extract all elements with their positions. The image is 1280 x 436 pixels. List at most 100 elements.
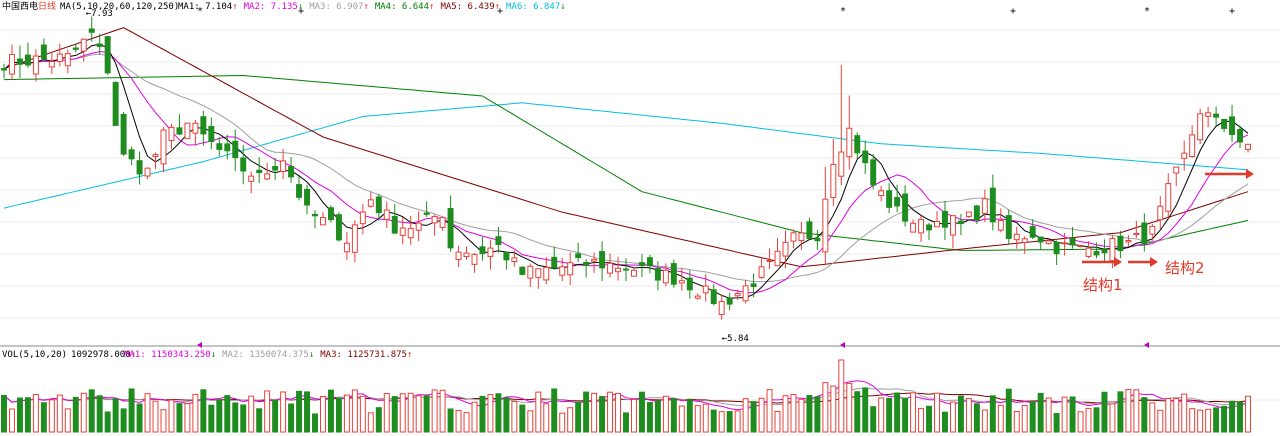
candle [367,191,374,208]
candle [24,42,31,68]
candle [949,215,956,249]
volume-bar [1221,405,1228,433]
volume-bar [838,359,845,433]
volume-bar [511,401,518,433]
stock-name: 中国西电 [2,0,38,12]
candle [383,201,390,229]
volume-bar [280,391,287,433]
volume-bar [886,397,893,433]
candle-body [144,167,151,177]
header-arrow: ↑ [407,350,412,360]
candle [144,167,151,180]
volume-bar [973,403,980,433]
volume-bar [631,398,637,433]
candle [678,267,685,291]
candlesticks [1,16,1251,320]
candle-body [312,213,318,217]
volume-bar [487,394,494,433]
candle-body [1053,241,1060,255]
candle-body [726,297,733,305]
candle [48,52,55,75]
candle-body [88,28,95,33]
volume-bar [1181,393,1188,433]
candle [1013,226,1020,249]
volume-bar [822,382,829,433]
volume-bar [399,393,406,433]
candle [646,254,653,274]
candle [790,229,797,249]
high-label: ←7.93 [86,9,113,19]
candle [1181,140,1188,171]
candle [216,136,223,157]
candle-body [1093,251,1100,256]
header-arrow: ↓ [309,350,314,360]
structure2-label: 结构2 [1165,259,1205,277]
candle-body [926,224,932,231]
candle-body [96,43,103,47]
candle [1085,241,1092,259]
volume-bar [662,395,669,433]
candle [232,129,239,172]
candle [559,257,566,282]
candle [527,263,534,287]
candle [934,211,940,228]
volume-bar [1197,409,1204,433]
volume-bar [120,408,127,433]
volume-bar [88,389,95,433]
volume-bar [359,395,366,433]
price-grid [0,29,1280,401]
volume-bar [168,399,175,433]
candle-body [296,184,303,198]
vol-value: 1092978.000 [71,350,131,360]
candle-body [989,187,996,223]
candle [88,16,95,42]
volume-bar [567,407,574,433]
candle [862,140,869,175]
candle-body [957,220,964,225]
candle-body [439,217,446,228]
candle [351,220,358,263]
volume-bar [870,406,877,433]
candle [160,127,167,173]
candle [304,184,310,215]
candle [1173,166,1180,187]
candle-body [718,301,725,316]
volume-bar [527,410,534,433]
header-item: MA3: 1125731.875 [320,350,407,360]
volume-bar [1229,400,1236,433]
period-marker [197,342,202,348]
candle [224,134,231,160]
candle [431,214,438,236]
header-item: MA5: 6.439 [440,2,494,12]
volume-bar [176,403,183,433]
volume-bar [734,410,741,433]
candle-body [878,190,885,197]
candle [72,44,79,53]
volume-bar [407,392,414,433]
candle-body [327,207,334,221]
candle [104,36,111,75]
event-marker: * [197,6,203,17]
candle [1029,219,1036,239]
candle-body [1037,236,1044,243]
candle [184,122,191,140]
candle-body [335,214,342,241]
candle-body [1,68,7,71]
volume-bar [367,412,374,433]
volume-bar [104,411,111,433]
candle-body [623,268,629,271]
candle [918,216,925,243]
volume-bar [423,395,430,433]
volume-bar [136,403,143,433]
volume-bar [1237,401,1243,433]
candle [870,154,877,190]
candle-body [1149,225,1156,235]
candle-body [32,55,39,75]
volume-bar [16,397,23,433]
candle [910,219,917,233]
candle [575,242,582,262]
candle-body [359,211,366,225]
moving-average-lines [3,27,1249,299]
candle-body [838,151,845,177]
